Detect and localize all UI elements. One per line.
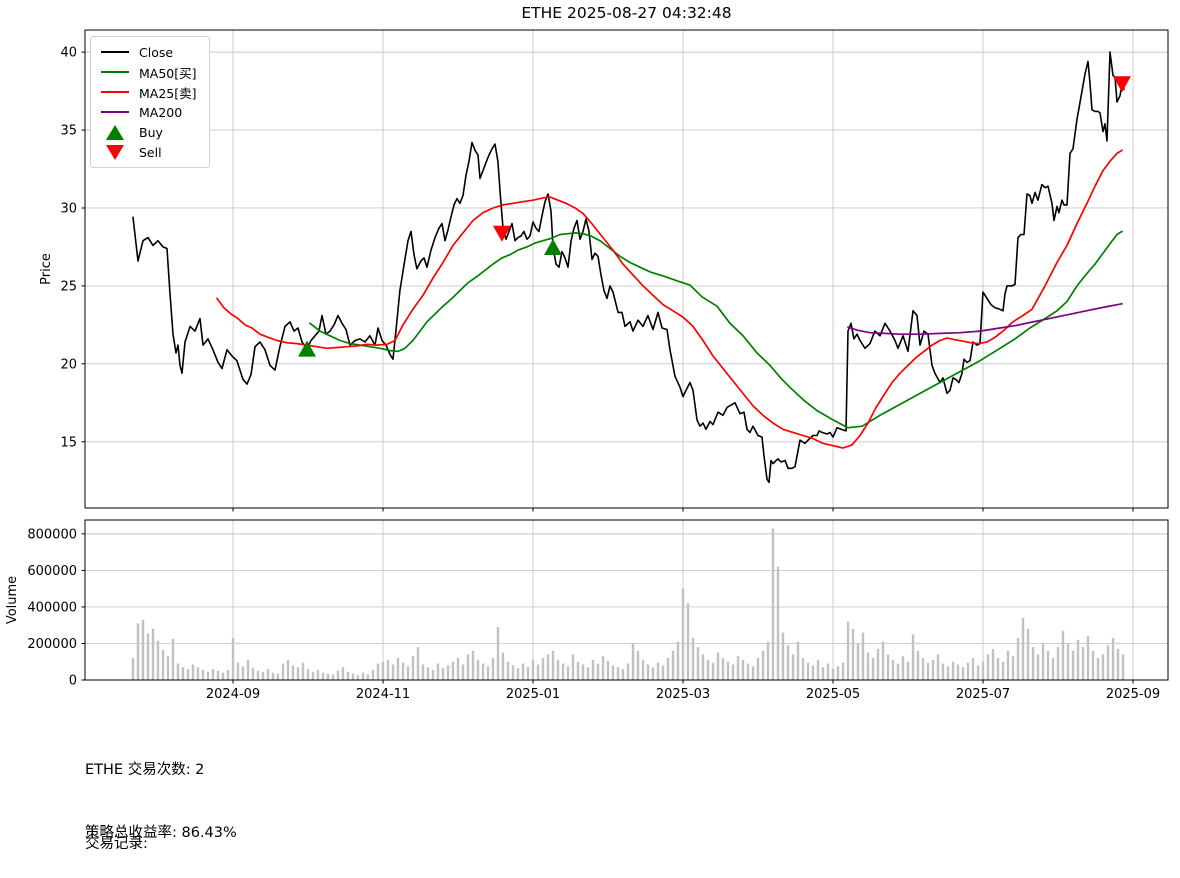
volume-tick-label: 200000 [27, 637, 77, 652]
legend-item: MA50[买] [100, 62, 197, 82]
trade-count-line: ETHE 交易次数: 2 [85, 762, 205, 778]
volume-axis-label: Volume [5, 576, 20, 624]
legend-line-swatch [100, 90, 130, 94]
price-volume-chart: 2024-09 2024-11 2025-01 2025-03 2025-05 2025-… [5, 29, 1169, 702]
x-axis-tick-label: 2024-09 [206, 687, 260, 702]
volume-tick-label: 800000 [27, 527, 77, 542]
buy-marker-icon [298, 340, 317, 357]
x-axis-tick-label: 2024-11 [356, 687, 410, 702]
sell-marker-icon [492, 225, 511, 242]
legend-label: Buy [139, 124, 163, 140]
sell-marker-icon [1112, 76, 1131, 93]
close-line [132, 51, 1125, 484]
x-axis-tick-label: 2025-01 [506, 687, 560, 702]
strategy-return-line: 策略总收益率: 86.43% [85, 825, 237, 841]
ma50-line [309, 230, 1123, 429]
x-axis-tick-label: 2025-03 [656, 687, 710, 702]
legend-item: MA25[卖] [100, 82, 197, 102]
volume-tick-label: 0 [69, 674, 77, 689]
legend-label: MA50[买] [139, 65, 197, 81]
sell-triangle-icon [100, 144, 130, 160]
legend-label: MA25[卖] [139, 85, 197, 101]
x-axis-tick-label: 2025-09 [1106, 687, 1160, 702]
axis-ticks: 2024-09 2024-11 2025-01 2025-03 2025-05 2025-… [27, 46, 1160, 702]
volume-bars [131, 528, 1125, 680]
price-axis-label: Price [39, 253, 54, 285]
price-tick-label: 20 [60, 357, 77, 372]
ma200-line [847, 302, 1123, 336]
trade-records-title: 交易记录: [85, 836, 148, 852]
legend-line-swatch [100, 50, 130, 54]
buy-triangle-icon [100, 124, 130, 140]
legend-item: Close [100, 42, 197, 62]
volume-panel-border [84, 519, 1169, 681]
price-tick-label: 40 [60, 46, 77, 61]
volume-tick-label: 600000 [27, 564, 77, 579]
gridlines [85, 30, 1168, 681]
trade-records: 交易记录: Buy Date Buy Price Sell Date Sell … [85, 799, 559, 878]
legend-item: Sell [100, 142, 197, 162]
price-tick-label: 30 [60, 201, 77, 216]
price-panel-border [84, 29, 1169, 509]
price-tick-label: 35 [60, 124, 77, 139]
chart-legend: Close MA50[买] MA25[卖] MA200 Buy Sell [90, 36, 210, 168]
buy-marker-icon [543, 238, 562, 255]
chart-title: ETHE 2025-08-27 04:32:48 [521, 4, 732, 22]
price-tick-label: 15 [60, 435, 77, 450]
ma25-line [216, 149, 1123, 449]
legend-label: Sell [139, 144, 162, 160]
x-axis-tick-label: 2025-05 [806, 687, 860, 702]
legend-line-swatch [100, 110, 130, 114]
price-tick-label: 25 [60, 279, 77, 294]
legend-item: Buy [100, 122, 197, 142]
volume-tick-label: 400000 [27, 600, 77, 615]
legend-item: MA200 [100, 102, 197, 122]
strategy-summary: ETHE 交易次数: 2 策略总收益率: 86.43% 长期持有收益: 80.8… [85, 718, 237, 878]
legend-label: Close [139, 44, 174, 60]
legend-label: MA200 [139, 104, 183, 120]
legend-line-swatch [100, 70, 130, 74]
x-axis-tick-label: 2025-07 [956, 687, 1010, 702]
